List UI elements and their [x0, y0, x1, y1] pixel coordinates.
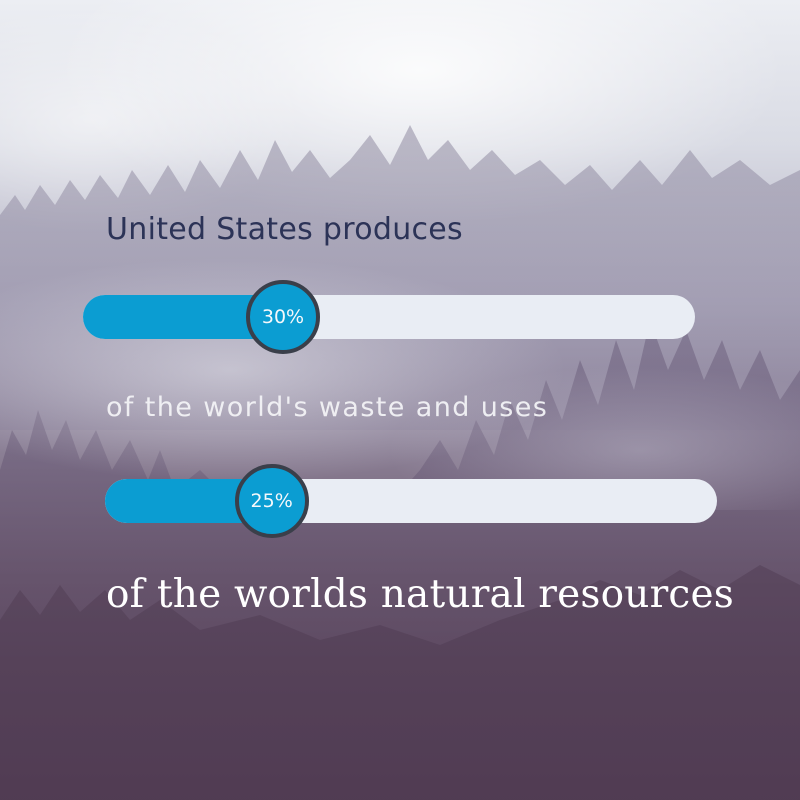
- progress-knob-waste: 30%: [246, 280, 320, 354]
- background-mist: [0, 250, 800, 510]
- footer-text: of the worlds natural resources: [106, 572, 734, 617]
- progress-knob-resources: 25%: [234, 464, 309, 538]
- progress-bar-waste: [83, 295, 695, 339]
- middle-text: of the world's waste and uses: [106, 392, 549, 423]
- progress-bar-resources: [105, 479, 717, 523]
- headline: United States produces: [106, 212, 463, 247]
